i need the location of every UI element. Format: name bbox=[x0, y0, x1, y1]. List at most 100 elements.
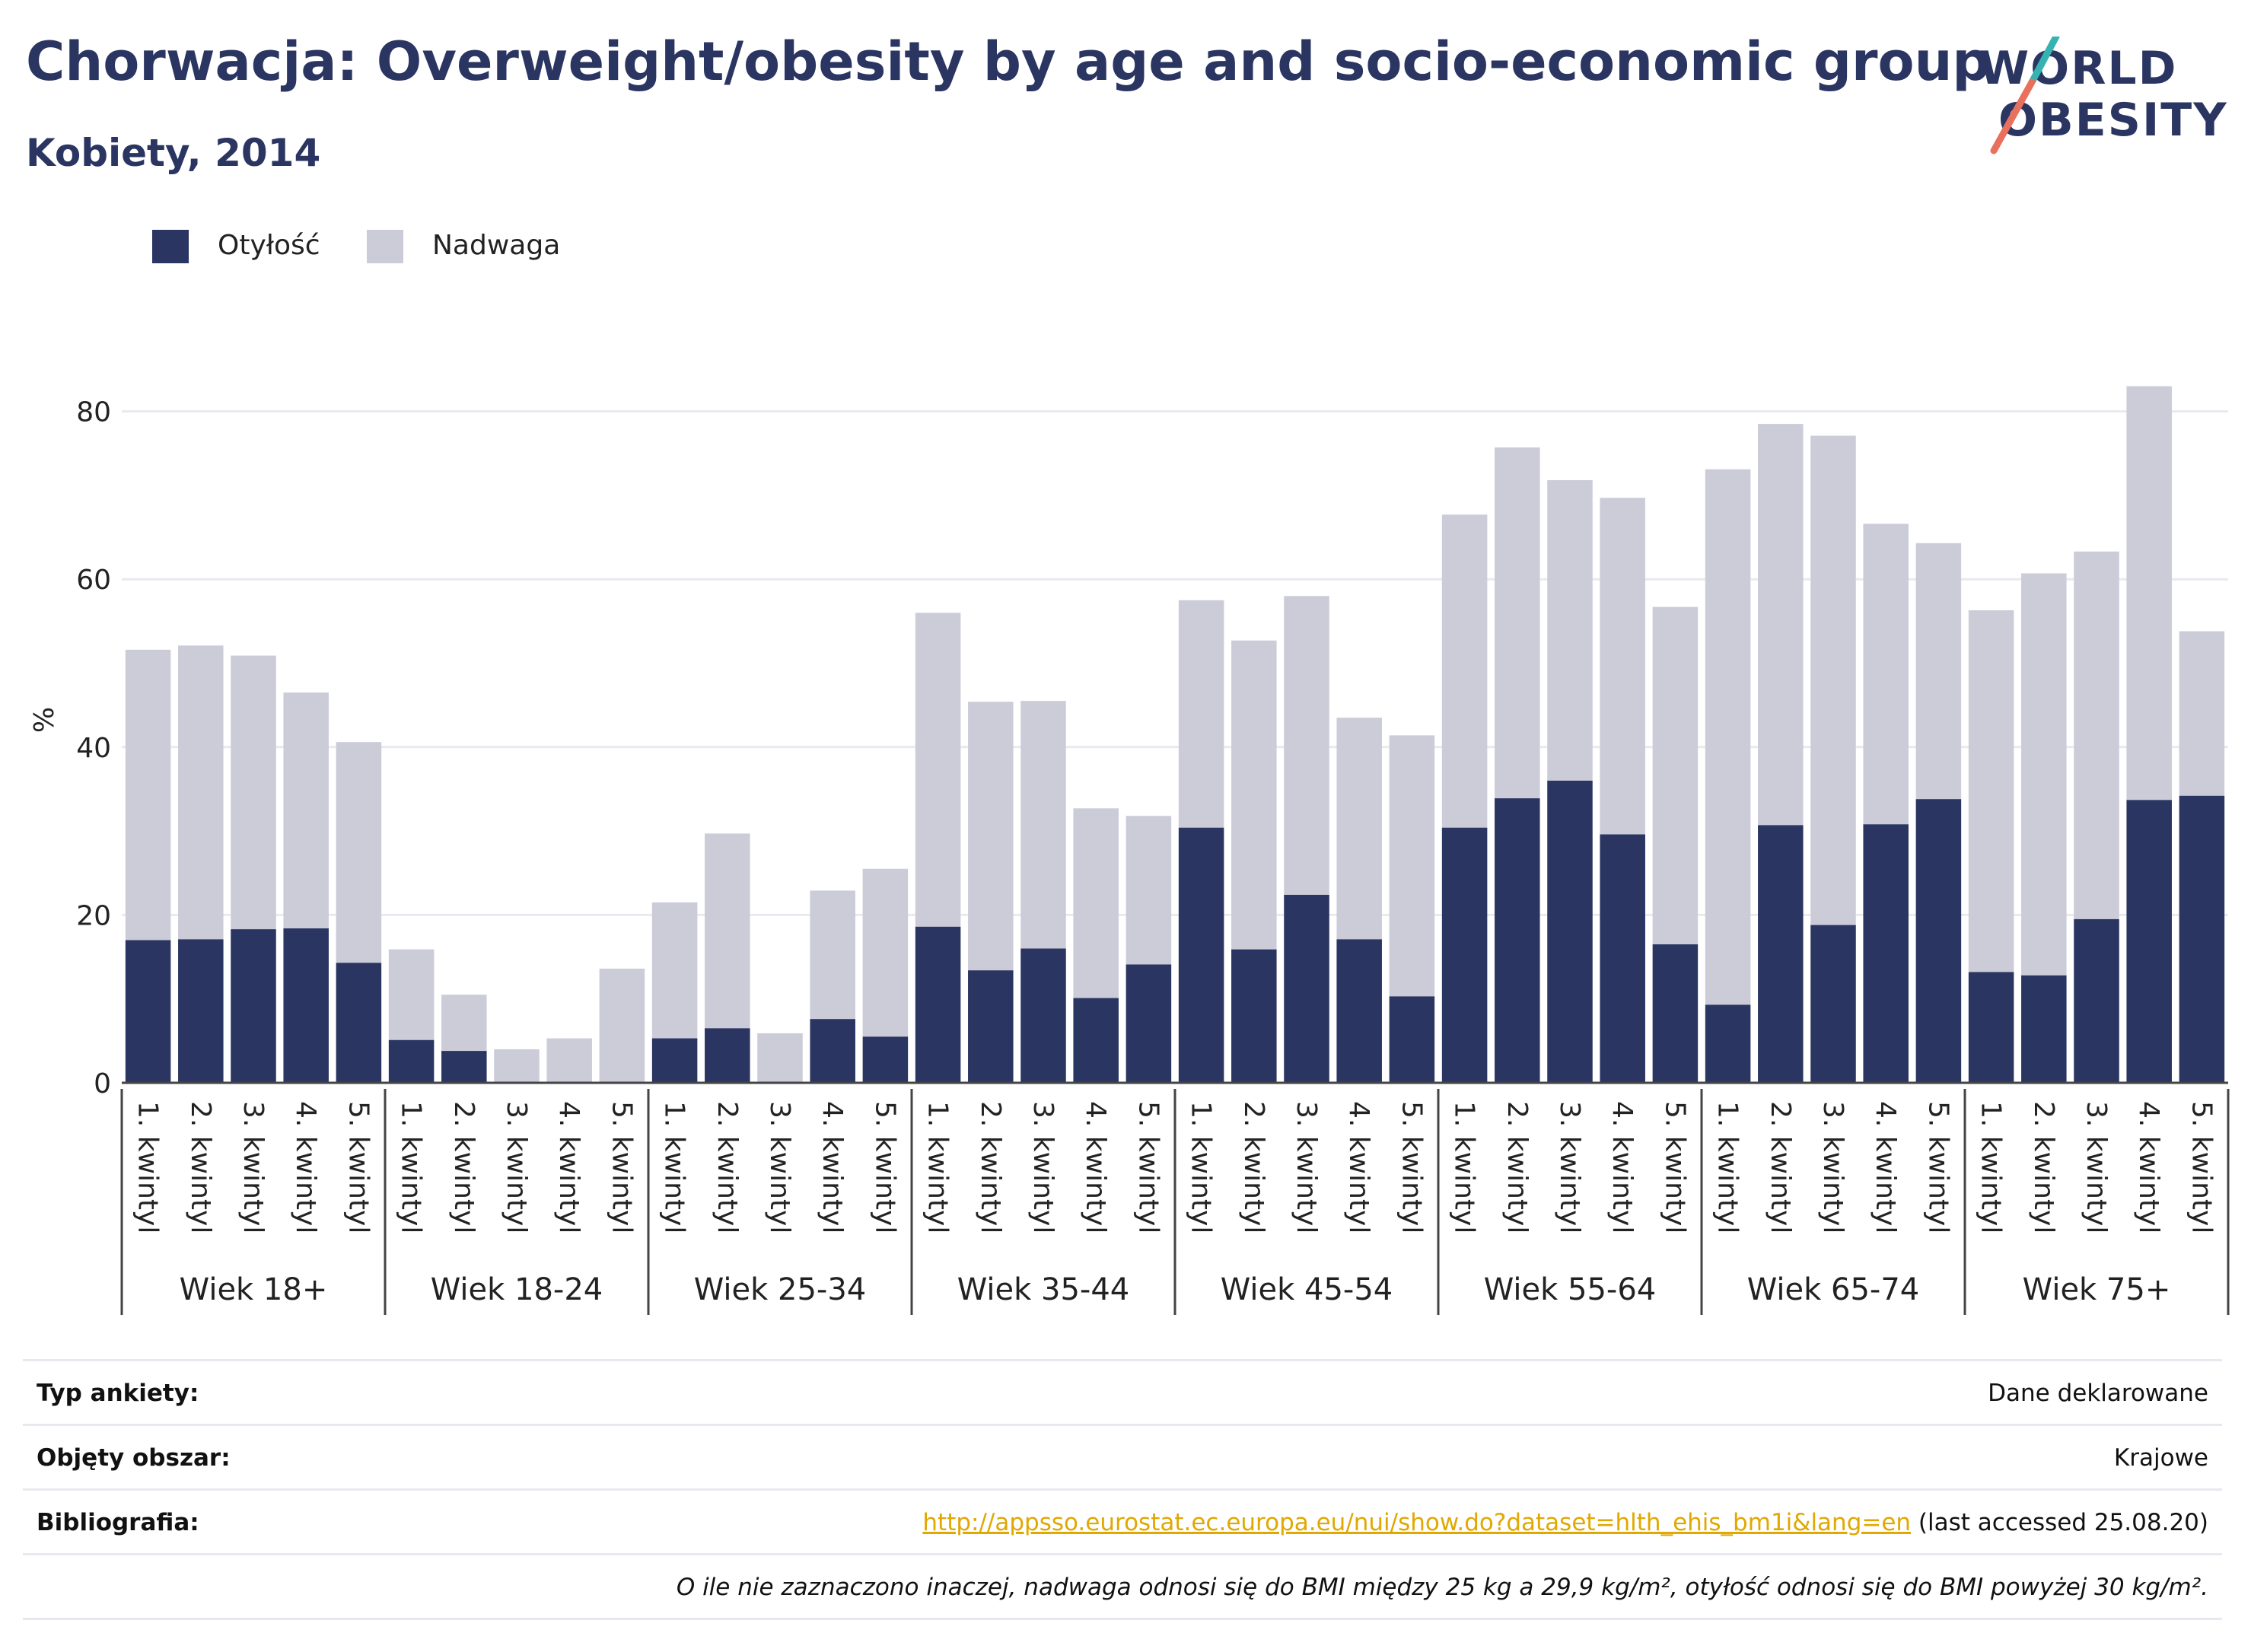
x-tick-label: 2. kwintyl bbox=[975, 1101, 1006, 1233]
bar-obesity bbox=[1547, 780, 1593, 1083]
group-label: Wiek 45-54 bbox=[1221, 1272, 1393, 1307]
bar-obesity bbox=[1126, 964, 1172, 1083]
bar-obesity bbox=[1178, 827, 1224, 1083]
x-tick-label: 5. kwintyl bbox=[2186, 1101, 2217, 1233]
bar-overweight bbox=[1231, 640, 1277, 950]
bars bbox=[125, 386, 2225, 1083]
x-tick-label: 4. kwintyl bbox=[1870, 1101, 1901, 1233]
bibliography-accessed: (last accessed 25.08.20) bbox=[1911, 1509, 2208, 1536]
x-tick-label: 4. kwintyl bbox=[553, 1101, 584, 1233]
axes: 0 20 40 60 80 1. kwintyl 2. kwintyl 3. kwintyl 4… bbox=[76, 397, 2230, 1315]
bar-overweight bbox=[1020, 701, 1066, 949]
legend-label-overweight: Nadwaga bbox=[432, 230, 561, 261]
x-tick-label: 3. kwintyl bbox=[237, 1101, 269, 1233]
legend-swatch-overweight bbox=[367, 230, 403, 263]
bar-overweight bbox=[862, 868, 909, 1037]
info-value-coverage: Krajowe bbox=[2113, 1444, 2208, 1472]
x-tick-label: 2. kwintyl bbox=[1501, 1101, 1533, 1233]
bar-obesity bbox=[1231, 949, 1277, 1083]
bar-overweight bbox=[705, 833, 750, 1029]
bar-overweight bbox=[1441, 514, 1488, 828]
bar-obesity bbox=[1968, 972, 2014, 1083]
x-tick-label: 1. kwintyl bbox=[659, 1101, 690, 1233]
bar-overweight bbox=[494, 1049, 540, 1083]
bar-overweight bbox=[1968, 610, 2014, 972]
x-tick-label: 5. kwintyl bbox=[869, 1101, 900, 1233]
bar-obesity bbox=[862, 1036, 909, 1083]
bar-overweight bbox=[1600, 498, 1645, 835]
y-tick-label: 20 bbox=[76, 900, 111, 931]
x-tick-label: 1. kwintyl bbox=[1976, 1101, 2007, 1233]
y-tick-label: 60 bbox=[76, 565, 111, 596]
x-tick-label: 5. kwintyl bbox=[1659, 1101, 1690, 1233]
bar-overweight bbox=[651, 902, 698, 1039]
chart-subtitle: Kobiety, 2014 bbox=[26, 131, 321, 175]
bar-obesity bbox=[810, 1019, 855, 1083]
group-label: Wiek 25-34 bbox=[694, 1272, 867, 1307]
x-tick-label: 1. kwintyl bbox=[1449, 1101, 1480, 1233]
x-tick-label: 4. kwintyl bbox=[1343, 1101, 1374, 1233]
x-tick-label: 4. kwintyl bbox=[1606, 1101, 1638, 1233]
group-label: Wiek 65-74 bbox=[1747, 1272, 1920, 1307]
x-tick-label: 3. kwintyl bbox=[1291, 1101, 1322, 1233]
x-tick-label: 3. kwintyl bbox=[1817, 1101, 1848, 1233]
bar-overweight bbox=[1863, 524, 1909, 825]
bar-overweight bbox=[336, 742, 382, 963]
x-tick-label: 1. kwintyl bbox=[132, 1101, 164, 1233]
x-tick-label: 2. kwintyl bbox=[712, 1101, 743, 1233]
bibliography-link[interactable]: http://appsso.eurostat.ec.europa.eu/nui/… bbox=[922, 1509, 1912, 1536]
x-tick-label: 3. kwintyl bbox=[1027, 1101, 1059, 1233]
bar-obesity bbox=[336, 963, 382, 1083]
bar-obesity bbox=[178, 939, 224, 1083]
bar-overweight bbox=[441, 995, 487, 1052]
y-tick-label: 0 bbox=[94, 1068, 111, 1100]
legend-swatch-obesity bbox=[152, 230, 189, 263]
info-table: Typ ankiety: Dane deklarowane Objęty obs… bbox=[23, 1359, 2222, 1620]
x-tick-label: 1. kwintyl bbox=[1186, 1101, 1217, 1233]
logo-word-world: WORLD bbox=[1979, 42, 2177, 95]
bar-overweight bbox=[1126, 816, 1172, 965]
group-label: Wiek 18-24 bbox=[431, 1272, 603, 1307]
bar-overweight bbox=[1915, 543, 1962, 800]
x-tick-label: 5. kwintyl bbox=[342, 1101, 374, 1233]
bar-obesity bbox=[1915, 799, 1962, 1083]
logo-word-obesity: OBESITY bbox=[1998, 94, 2228, 147]
x-tick-label: 1. kwintyl bbox=[1712, 1101, 1743, 1233]
bar-overweight bbox=[2021, 573, 2067, 976]
world-obesity-logo: WORLD OBESITY bbox=[1979, 37, 2228, 154]
bar-obesity bbox=[705, 1028, 750, 1083]
bar-overweight bbox=[1389, 735, 1435, 997]
bar-overweight bbox=[1073, 808, 1119, 998]
bar-obesity bbox=[231, 929, 276, 1083]
y-tick-label: 80 bbox=[76, 397, 111, 428]
bar-obesity bbox=[1284, 894, 1329, 1083]
bar-overweight bbox=[2074, 551, 2119, 919]
x-tick-label: 5. kwintyl bbox=[1132, 1101, 1164, 1233]
bar-obesity bbox=[283, 928, 329, 1083]
x-tick-label: 3. kwintyl bbox=[501, 1101, 532, 1233]
info-value-survey-type: Dane deklarowane bbox=[1988, 1380, 2208, 1407]
bar-overweight bbox=[231, 655, 276, 930]
stacked-bar-chart: 0 20 40 60 80 1. kwintyl 2. kwintyl 3. kwintyl 4… bbox=[29, 386, 2230, 1315]
bar-obesity bbox=[1705, 1004, 1751, 1083]
bar-overweight bbox=[1336, 718, 1382, 940]
x-tick-label: 4. kwintyl bbox=[1080, 1101, 1111, 1233]
bar-obesity bbox=[2074, 918, 2119, 1083]
x-tick-label: 2. kwintyl bbox=[448, 1101, 479, 1233]
bar-obesity bbox=[125, 940, 171, 1083]
info-key-coverage: Objęty obszar: bbox=[37, 1444, 231, 1472]
bar-overweight bbox=[599, 968, 645, 1083]
group-label: Wiek 55-64 bbox=[1484, 1272, 1657, 1307]
info-row-survey-type: Typ ankiety: Dane deklarowane bbox=[23, 1359, 2222, 1424]
bar-overweight bbox=[1495, 447, 1540, 799]
y-axis-label: % bbox=[29, 707, 60, 733]
bar-obesity bbox=[2179, 795, 2225, 1083]
logo-slash-teal bbox=[2028, 37, 2060, 86]
x-tick-label: 5. kwintyl bbox=[1396, 1101, 1427, 1233]
x-tick-label: 2. kwintyl bbox=[2028, 1101, 2059, 1233]
x-tick-label: 2. kwintyl bbox=[185, 1101, 216, 1233]
info-row-note: O ile nie zaznaczono inaczej, nadwaga od… bbox=[23, 1553, 2222, 1620]
bar-obesity bbox=[388, 1039, 435, 1083]
x-tick-label: 2. kwintyl bbox=[1765, 1101, 1796, 1233]
bar-overweight bbox=[178, 645, 224, 940]
